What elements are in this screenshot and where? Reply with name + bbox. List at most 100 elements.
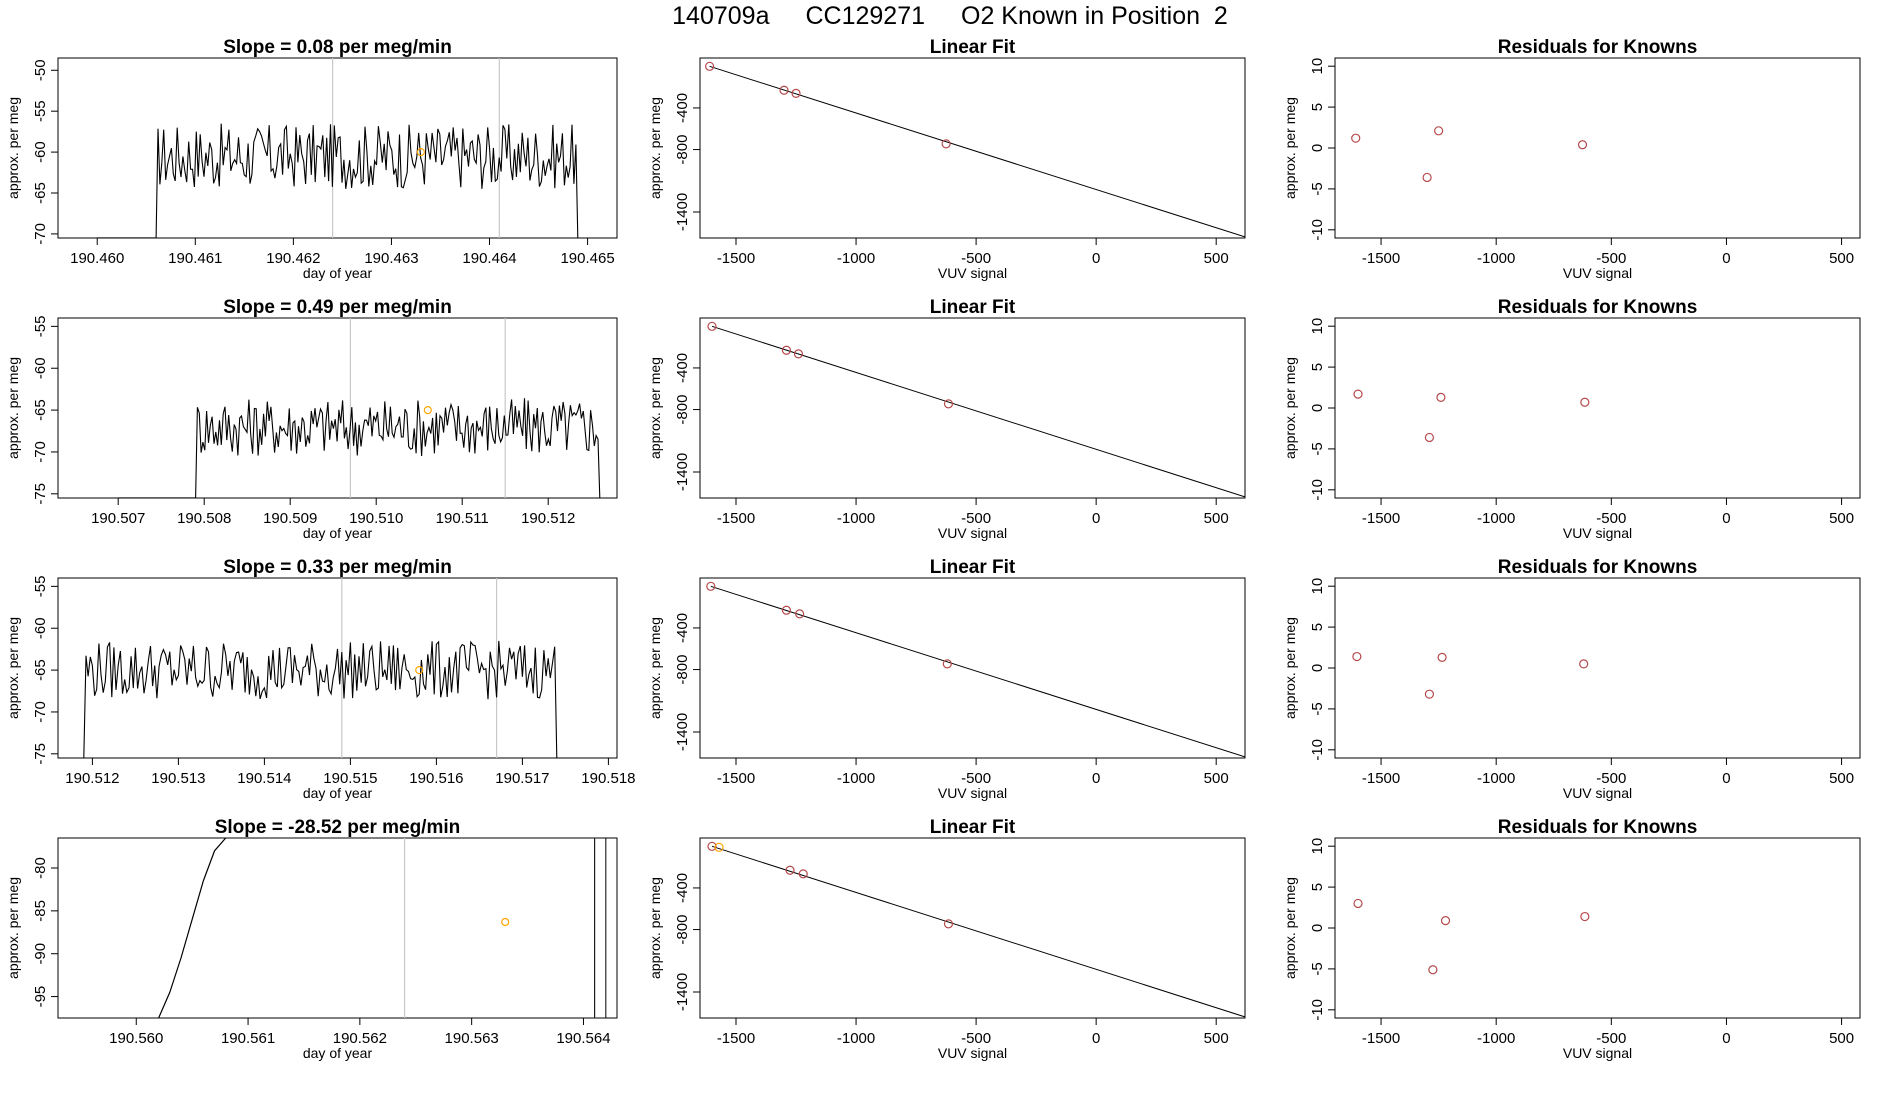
linear-fit-2-point: [943, 399, 954, 409]
timeseries-1-ytick-label: -50: [32, 59, 49, 81]
linear-fit-3-xtick-label: -1500: [717, 770, 755, 787]
linear-fit-3-ylabel: approx. per meg: [647, 617, 663, 719]
timeseries-3-xtick-label: 190.517: [495, 770, 549, 787]
linear-fit-3-ytick-label: -1400: [674, 713, 691, 751]
timeseries-2-ytick-label: -60: [32, 357, 49, 379]
linear-fit-1-xlabel: VUV signal: [938, 265, 1007, 281]
residuals-3-frame: [1334, 577, 1861, 759]
residuals-1-xtick-label: 0: [1722, 250, 1730, 267]
timeseries-2-xtick-label: 190.509: [263, 510, 317, 527]
residuals-3-point: [1352, 651, 1362, 662]
timeseries-4-ytick-label: -90: [32, 943, 49, 965]
linear-fit-1-xtick-label: -1000: [837, 250, 875, 267]
linear-fit-3-point: [781, 605, 792, 615]
residuals-3-data: [1352, 651, 1589, 699]
residuals-4-ytick-label: -10: [1309, 999, 1326, 1021]
timeseries-1-data: [97, 58, 579, 238]
linear-fit-1-frame: [699, 57, 1246, 239]
residuals-1-frame: [1334, 57, 1861, 239]
timeseries-3-title: Slope = 0.33 per meg/min: [223, 557, 452, 578]
timeseries-1-xtick-label: 190.461: [168, 250, 222, 267]
residuals-1-point: [1434, 126, 1444, 136]
linear-fit-2-xtick-label: -500: [961, 510, 991, 527]
residuals-2-panel: Residuals for Knowns -1500 -1000 -500 0 500 -1…: [1282, 297, 1861, 541]
residuals-1-ytick-label: 5: [1309, 103, 1326, 111]
timeseries-3-xtick-label: 190.516: [409, 770, 463, 787]
timeseries-4-highlight-point: [501, 917, 510, 927]
residuals-2-point: [1580, 397, 1590, 407]
residuals-1-ytick-label: -5: [1309, 182, 1326, 195]
linear-fit-3-xtick-label: 500: [1204, 770, 1229, 787]
linear-fit-2-title: Linear Fit: [930, 297, 1016, 318]
residuals-4-xtick-label: 500: [1829, 1030, 1854, 1047]
residuals-3-point: [1424, 689, 1435, 699]
residuals-1-data: [1351, 126, 1588, 183]
residuals-3-ytick-label: 10: [1309, 578, 1326, 595]
residuals-2-ytick-label: -10: [1309, 479, 1326, 501]
linear-fit-1-xtick-label: 500: [1204, 250, 1229, 267]
residuals-1-point: [1351, 133, 1361, 143]
linear-fit-1-point: [941, 139, 951, 149]
timeseries-2-ylabel: approx. per meg: [5, 357, 21, 459]
residuals-3-xtick-label: 0: [1722, 770, 1730, 787]
linear-fit-2-point: [793, 349, 804, 359]
timeseries-4-xtick-label: 190.561: [221, 1030, 275, 1047]
timeseries-2-panel: Slope = 0.49 per meg/min 190.507 190.508 19…: [5, 297, 618, 541]
residuals-4-ytick-label: 5: [1309, 883, 1326, 891]
residuals-3-point: [1579, 659, 1589, 669]
residuals-1-xtick-label: -500: [1596, 250, 1626, 267]
linear-fit-4-xlabel: VUV signal: [938, 1045, 1007, 1061]
residuals-2-ytick-label: 5: [1309, 363, 1326, 371]
timeseries-4-data: [158, 838, 607, 1018]
linear-fit-2-xlabel: VUV signal: [938, 525, 1007, 541]
linear-fit-3-title: Linear Fit: [930, 557, 1016, 578]
residuals-2-point: [1424, 432, 1435, 443]
linear-fit-2-point: [707, 321, 717, 331]
timeseries-1-panel: Slope = 0.08 per meg/min 190.460 190.461 19…: [5, 37, 618, 281]
residuals-4-xlabel: VUV signal: [1563, 1045, 1632, 1061]
timeseries-3-highlight-point: [415, 665, 424, 675]
timeseries-4-ytick-label: -85: [32, 900, 49, 922]
linear-fit-1-xtick-label: 0: [1092, 250, 1100, 267]
timeseries-4-frame: [57, 837, 618, 1019]
cylinder-id: CC129271: [805, 2, 926, 30]
timeseries-3-ytick-label: -75: [32, 743, 49, 765]
linear-fit-2-panel: Linear Fit -1500 -1000 -500 0 500 -1400 -800 -40…: [647, 297, 1246, 541]
residuals-2-frame: [1334, 317, 1861, 499]
linear-fit-4-xtick-label: -1500: [717, 1030, 755, 1047]
residuals-4-xtick-label: -500: [1596, 1030, 1626, 1047]
residuals-1-ytick-label: -10: [1309, 219, 1326, 241]
timeseries-1-frame: [57, 57, 618, 239]
residuals-1-ylabel: approx. per meg: [1282, 97, 1298, 199]
timeseries-3-xtick-label: 190.515: [323, 770, 377, 787]
residuals-1-ytick-label: 10: [1309, 58, 1326, 75]
linear-fit-3-ytick-label: -800: [674, 655, 691, 685]
linear-fit-2-data: [707, 321, 1245, 498]
linear-fit-3-fit-line: [710, 585, 1245, 758]
timeseries-1-highlight-point: [416, 147, 425, 157]
residuals-4-ylabel: approx. per meg: [1282, 877, 1298, 979]
timeseries-4-panel: Slope = -28.52 per meg/min 190.560 190.561…: [5, 817, 618, 1061]
timeseries-2-title: Slope = 0.49 per meg/min: [223, 297, 452, 318]
timeseries-1-ytick-label: -65: [32, 182, 49, 204]
residuals-4-panel: Residuals for Knowns -1500 -1000 -500 0 500 -1…: [1282, 817, 1861, 1061]
timeseries-2-highlight-point: [423, 405, 432, 415]
linear-fit-4-fit-line: [711, 845, 1245, 1018]
residuals-2-title: Residuals for Knowns: [1498, 297, 1698, 318]
linear-fit-2-ytick-label: -1400: [674, 453, 691, 491]
residuals-4-ytick-label: 10: [1309, 838, 1326, 855]
residuals-3-xtick-label: -500: [1596, 770, 1626, 787]
linear-fit-1-panel: Linear Fit -1500 -1000 -500 0 500 -1400 -800 -40…: [647, 37, 1246, 281]
timeseries-4-ylabel: approx. per meg: [5, 877, 21, 979]
timeseries-3-data: [83, 578, 558, 758]
residuals-3-point: [1437, 652, 1447, 662]
linear-fit-4-ylabel: approx. per meg: [647, 877, 663, 979]
timeseries-2-ytick-label: -70: [32, 441, 49, 463]
linear-fit-3-frame: [699, 577, 1246, 759]
linear-fit-1-point: [791, 88, 801, 98]
residuals-1-xtick-label: -1500: [1362, 250, 1400, 267]
figure-title: 140709a CC129271 O2 Known in Position 2: [0, 2, 1900, 31]
linear-fit-4-frame: [699, 837, 1246, 1019]
residuals-4-xtick-label: 0: [1722, 1030, 1730, 1047]
